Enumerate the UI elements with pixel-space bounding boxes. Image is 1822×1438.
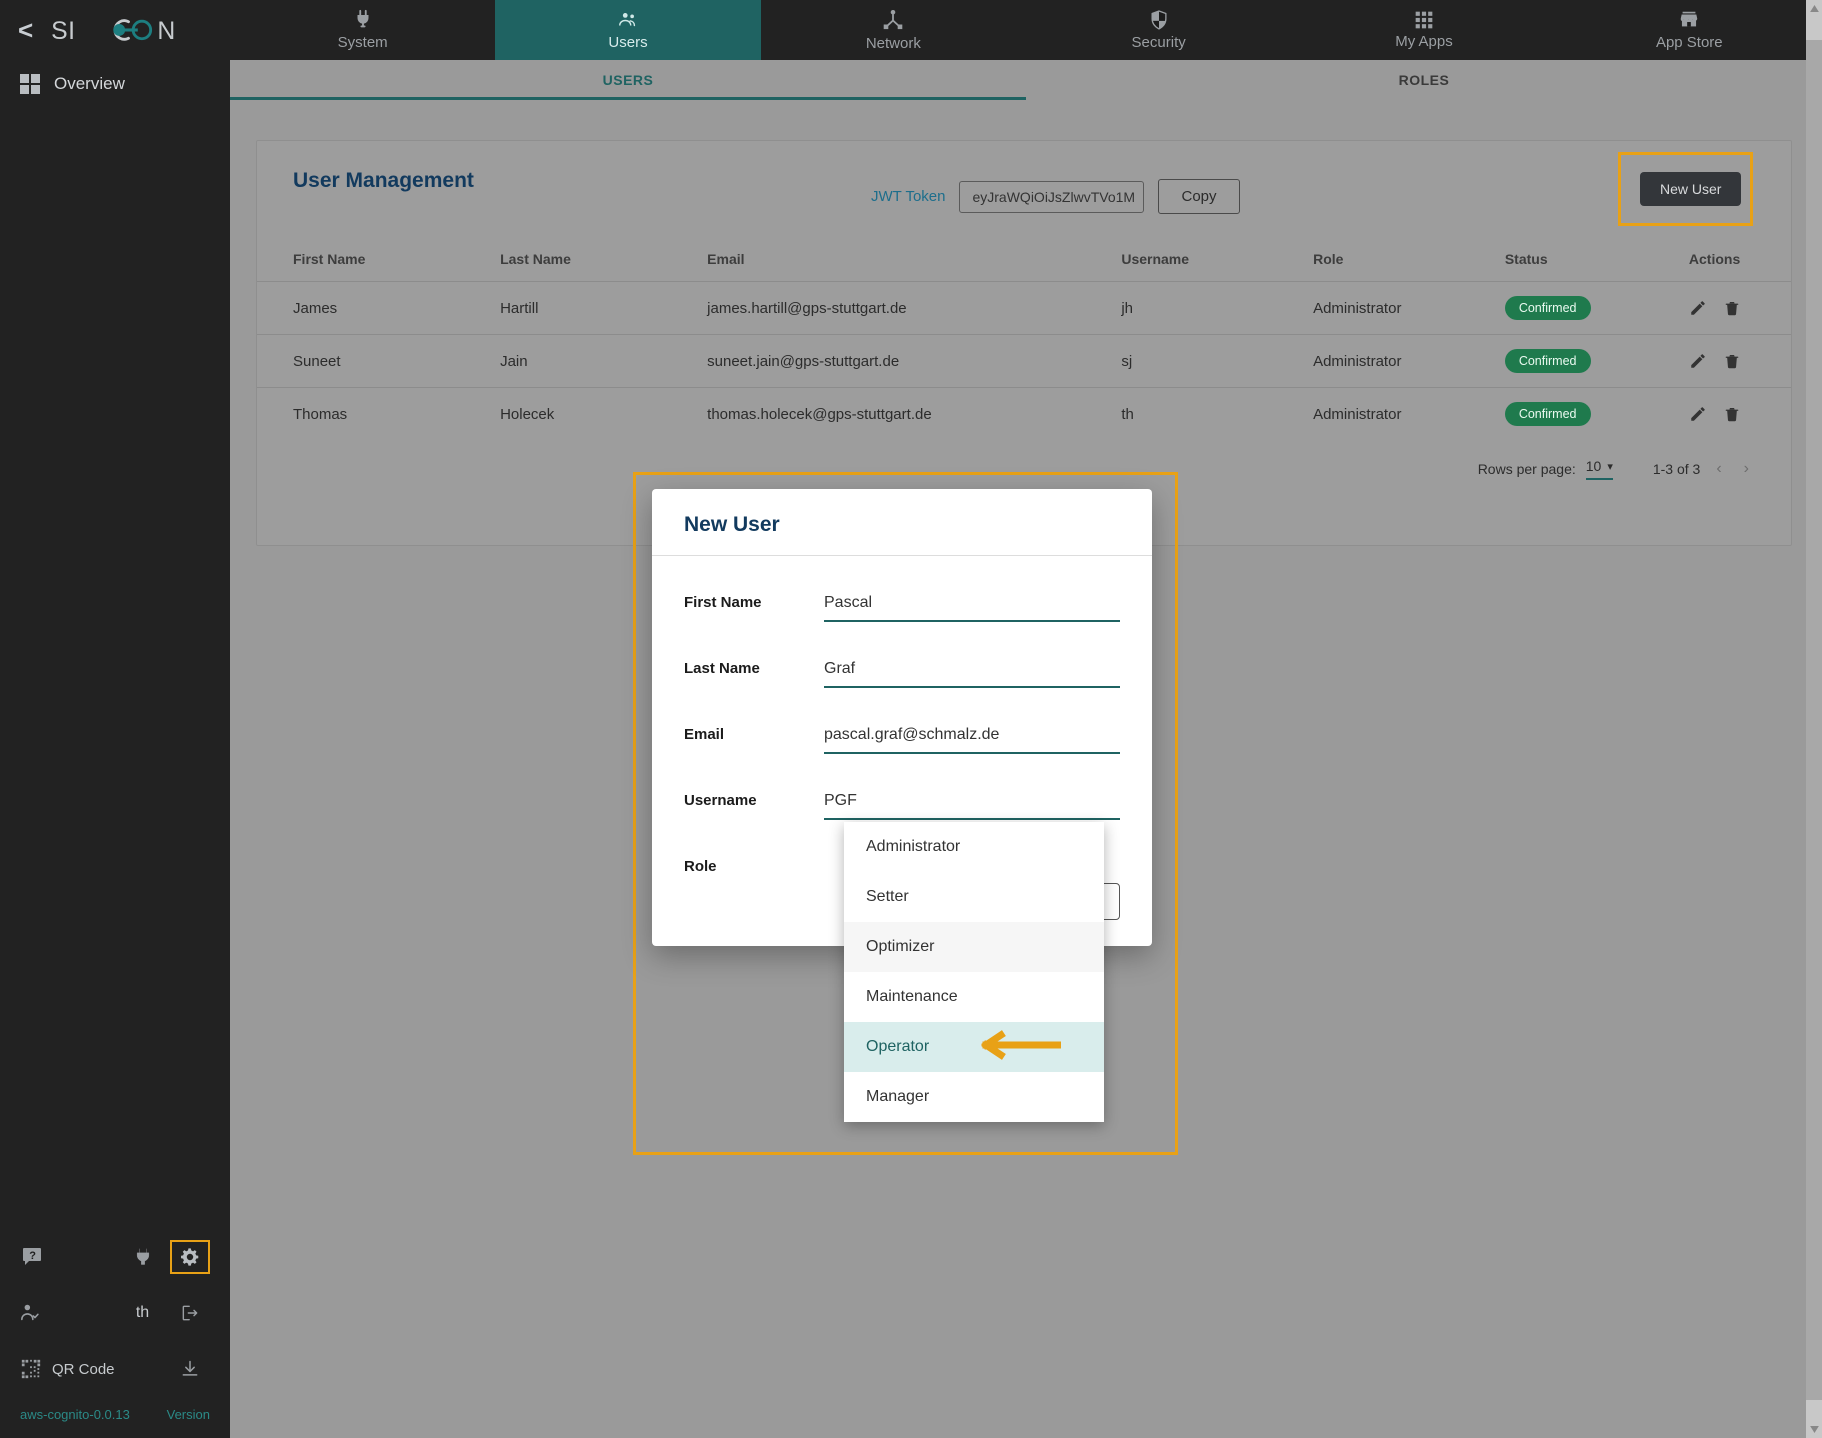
- svg-text:?: ?: [29, 1250, 36, 1262]
- svg-text:SI: SI: [51, 17, 75, 44]
- svg-text:N: N: [158, 17, 176, 44]
